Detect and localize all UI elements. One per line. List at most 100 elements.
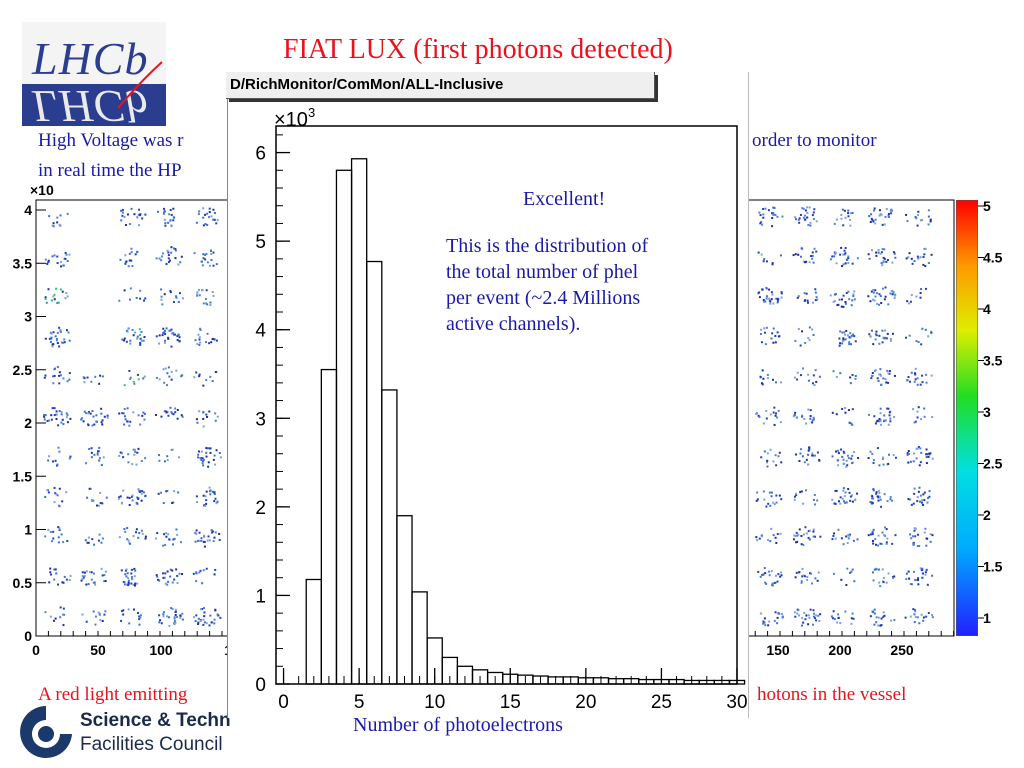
hitmap-x-tick-label: 250 (890, 642, 914, 658)
hitmap-blob (157, 207, 176, 228)
hitmap-blob (867, 286, 897, 306)
body-text-top-right: order to monitor (752, 130, 877, 151)
colorbar (956, 200, 978, 636)
hitmap-x-tick-label: 200 (828, 642, 852, 658)
hitmap-blob (906, 287, 927, 305)
histogram-bin (350, 158, 368, 685)
x-tick-label: 5 (354, 692, 365, 713)
hitmap-y-tick-label: 3.5 (13, 255, 33, 271)
hitmap-blob (119, 247, 139, 268)
stfc-logo-line1: Science & Techn (80, 710, 231, 731)
hitmap-blob (867, 407, 896, 426)
hitmap-blob (904, 608, 934, 625)
hitmap-blob (759, 369, 783, 386)
y-tick-label: 5 (255, 232, 266, 253)
lhcb-logo-top (22, 22, 166, 84)
hitmap-blob (830, 610, 855, 625)
hitmap-blob (81, 610, 107, 626)
histogram-bin (335, 169, 353, 685)
hitmap-blob (44, 251, 71, 268)
hitmap-blob (154, 406, 184, 420)
histogram-bars (305, 158, 746, 685)
hitmap-x-tick-label: 150 (766, 642, 790, 658)
hitmap-blob (905, 247, 933, 267)
hitmap-blob (829, 290, 856, 308)
colorbar-tick-label: 2.5 (983, 456, 1003, 472)
hitmap-blob (867, 526, 897, 547)
annotation-text: This is the distribution of the total nu… (446, 233, 716, 337)
hitmap-blob (831, 448, 860, 468)
hitmap-blob (194, 327, 218, 347)
hitmap-blob (195, 207, 219, 227)
hitmap-blob (120, 567, 139, 587)
hitmap-y-tick-label: 2 (24, 415, 32, 431)
hitmap-y-axis: 0 0.5 1 1.5 2 2.5 3 3.5 4 (13, 202, 46, 644)
hitmap-y-tick-label: 4 (24, 202, 32, 218)
annotation-line: per event (~2.4 Millions (446, 287, 641, 309)
histogram-tab[interactable]: D/RichMonitor/ComMon/ALL-Inclusive (226, 72, 655, 99)
hitmap-y-tick-label: 2.5 (13, 362, 33, 378)
hitmap-blob (43, 407, 72, 427)
hitmap-blob (867, 447, 897, 467)
annotation-title: Excellent! (523, 188, 606, 210)
hitmap-blob (155, 528, 182, 547)
hitmap-blob (796, 288, 819, 304)
y-tick-label: 4 (255, 321, 266, 342)
hitmap-blob (907, 486, 931, 506)
hitmap-x-tick-label: 100 (149, 642, 173, 658)
stfc-swirl-icon (20, 706, 72, 758)
histogram-frame (275, 125, 738, 685)
hitmap-x-tick-label: 0 (32, 642, 40, 658)
hitmap-blob (48, 567, 72, 586)
hitmap-y-exponent: ×10 (30, 182, 54, 198)
hitmap-blob (755, 527, 782, 544)
colorbar-tick-label: 1.5 (983, 559, 1003, 575)
hitmap-blob (871, 567, 896, 588)
hitmap-blob (120, 207, 147, 227)
hitmap-blob (792, 526, 822, 546)
hitmap-blob (196, 447, 222, 468)
hitmap-blob (909, 527, 934, 548)
x-tick-label: 15 (500, 692, 521, 713)
colorbar-tick-label: 4 (983, 301, 991, 317)
slide-title: FIAT LUX (first photons detected) (283, 34, 673, 65)
annotation-line: the total number of phel (446, 261, 639, 283)
hitmap-blob (906, 446, 934, 467)
hitmap-blob (793, 367, 821, 386)
hitmap-blob (193, 249, 218, 267)
hitmap-blob (793, 489, 819, 506)
hitmap-blob (870, 368, 896, 386)
hitmap-blob (84, 446, 105, 467)
stfc-logo: Science & Techn Facilities Council (10, 698, 240, 764)
body-text-top-left-2: in real time the HP (38, 160, 182, 181)
hitmap-blob (118, 527, 147, 545)
hitmap-y-tick-label: 3 (24, 309, 32, 325)
x-tick-label: 30 (726, 692, 747, 713)
hitmap-blob (867, 248, 897, 267)
hitmap-blob (160, 288, 184, 306)
hitmap-blob (84, 533, 104, 546)
annotation-line: This is the distribution of (446, 235, 649, 257)
hitmap-blob (868, 329, 894, 346)
hitmap-blob (194, 529, 221, 548)
lhcb-logo-swoosh-icon (117, 61, 163, 109)
hitmap-blob (193, 607, 222, 627)
hitmap-blob (155, 327, 181, 348)
x-tick-label: 0 (278, 692, 289, 713)
histogram-bin (366, 260, 383, 685)
y-tick-label: 2 (255, 498, 266, 519)
histogram-bin (411, 591, 428, 685)
x-tick-label: 10 (424, 692, 445, 713)
colorbar-tick-label: 5 (983, 198, 991, 214)
hitmap-blob (795, 446, 821, 466)
hitmap-blob (118, 287, 147, 302)
hitmap-blob (793, 608, 822, 627)
hitmap-x-tick-label: 50 (90, 642, 106, 658)
hitmap-blob (829, 246, 859, 268)
lhcb-logo: LHCb LHCb (22, 22, 166, 126)
colorbar-tick-label: 3 (983, 404, 991, 420)
hitmap-blob (792, 247, 818, 264)
hitmap-y-tick-label: 0.5 (13, 575, 33, 591)
hitmap-blob (831, 487, 859, 505)
hitmap-blob (794, 206, 818, 227)
